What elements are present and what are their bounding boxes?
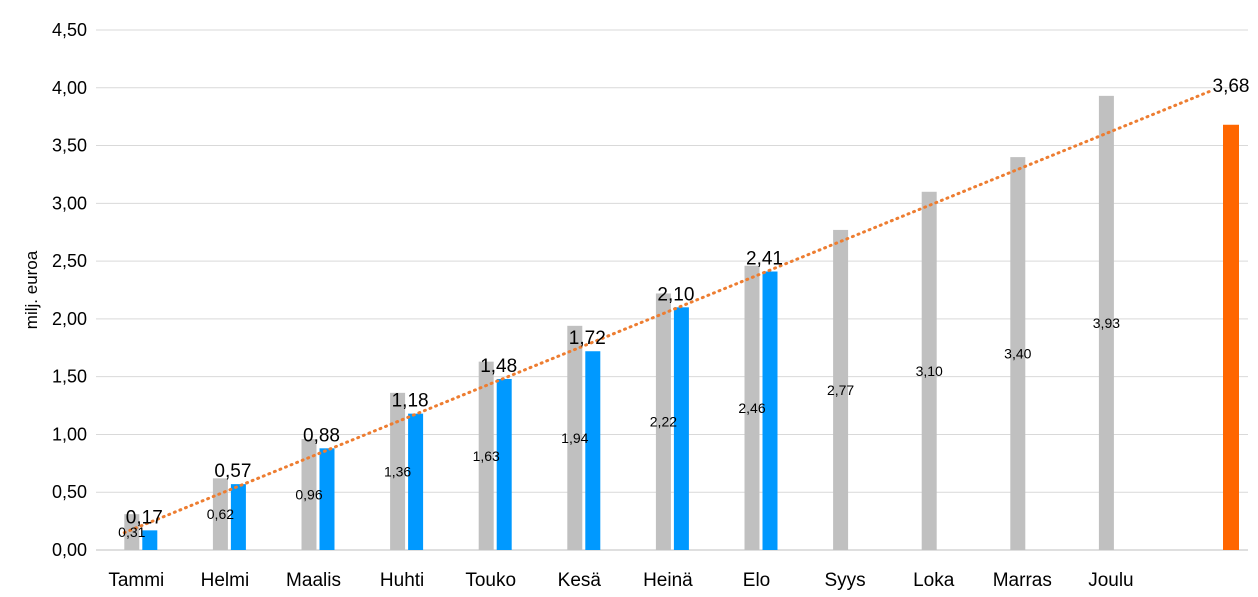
data-label-series-1: 3,10 — [916, 363, 943, 379]
bar-series-1 — [301, 439, 317, 550]
bars — [124, 95, 1239, 550]
y-tick-label: 2,00 — [52, 309, 87, 329]
x-category-label: Syys — [825, 570, 866, 591]
y-tick-label: 4,00 — [52, 78, 87, 98]
y-tick-label: 1,00 — [52, 424, 87, 444]
data-label-series-2: 0,57 — [214, 461, 251, 482]
x-category-label: Loka — [913, 570, 955, 591]
bar-series-2 — [673, 307, 689, 550]
x-category-label: Huhti — [380, 570, 424, 591]
data-label-series-1: 1,63 — [473, 448, 500, 464]
x-category-label: Elo — [743, 570, 770, 591]
data-label-series-2: 1,18 — [392, 391, 429, 412]
data-label-series-1: 0,31 — [118, 524, 145, 540]
data-label-series-2: 1,72 — [569, 328, 606, 349]
y-axis-ticks: 0,00 0,50 1,00 1,50 2,00 2,50 3,00 3,50 4,00 4,50 — [52, 20, 87, 560]
y-tick-label: 3,50 — [52, 136, 87, 156]
x-axis-categories: Tammi Helmi Maalis Huhti Touko Kesä Heinä Elo Sy… — [108, 570, 1133, 591]
y-tick-label: 0,00 — [52, 540, 87, 560]
data-label-series-2: 1,48 — [480, 356, 517, 377]
bar-series-1 — [921, 191, 937, 550]
y-tick-label: 4,50 — [52, 20, 87, 40]
data-label-series-1: 3,40 — [1004, 346, 1031, 362]
data-label-series-1: 0,62 — [207, 506, 234, 522]
x-category-label: Marras — [993, 570, 1052, 591]
data-label-series-2: 2,10 — [657, 284, 694, 305]
x-category-label: Maalis — [286, 570, 341, 591]
bar-series-2 — [762, 271, 778, 550]
bar-series-2 — [319, 448, 335, 550]
bar-series-2 — [408, 413, 424, 550]
data-label-series-1: 2,77 — [827, 382, 854, 398]
bar-series-2 — [585, 351, 601, 550]
data-label-series-1: 1,36 — [384, 463, 411, 479]
y-tick-label: 0,50 — [52, 482, 87, 502]
data-label-series-2: 2,41 — [746, 249, 783, 270]
x-category-label: Helmi — [201, 570, 250, 591]
bar-series-1 — [833, 229, 849, 550]
bar-series-1 — [212, 478, 228, 550]
bar-series-1 — [390, 392, 406, 550]
x-category-label: Heinä — [643, 570, 693, 591]
bar-series-1 — [567, 325, 583, 550]
bar-forecast — [1223, 124, 1239, 550]
bar-series-1 — [1010, 157, 1026, 550]
data-label-series-1: 1,94 — [561, 430, 588, 446]
y-tick-label: 3,00 — [52, 193, 87, 213]
data-label-series-1: 2,46 — [738, 400, 765, 416]
bar-series-2 — [230, 484, 246, 550]
data-label-series-2: 0,17 — [126, 507, 163, 528]
trendline-line — [122, 89, 1212, 535]
data-label-forecast: 3,68 — [1213, 76, 1250, 97]
data-label-series-1: 2,22 — [650, 414, 677, 430]
bar-series-1 — [655, 293, 671, 550]
trendline — [122, 89, 1212, 535]
bar-series-2 — [496, 378, 512, 550]
data-label-series-1: 3,93 — [1093, 315, 1120, 331]
gridlines — [96, 29, 1248, 551]
bar-series-1 — [478, 361, 494, 550]
data-labels: 0,310,17 0,62 0,57 0,96 0,88 1,36 1,18 1,63 1,48… — [118, 76, 1249, 540]
x-category-label: Tammi — [108, 570, 164, 591]
y-tick-label: 2,50 — [52, 251, 87, 271]
bar-series-2 — [142, 530, 158, 550]
bar-series-1 — [124, 514, 140, 550]
bar-series-1 — [744, 265, 760, 550]
data-label-series-1: 0,96 — [295, 487, 322, 503]
y-axis-label: milj. euroa — [22, 250, 41, 329]
x-category-label: Joulu — [1088, 570, 1133, 591]
data-label-series-2: 0,88 — [303, 425, 340, 446]
x-category-label: Touko — [465, 570, 516, 591]
bar-series-1 — [1098, 95, 1114, 550]
x-category-label: Kesä — [558, 570, 602, 591]
y-tick-label: 1,50 — [52, 367, 87, 387]
